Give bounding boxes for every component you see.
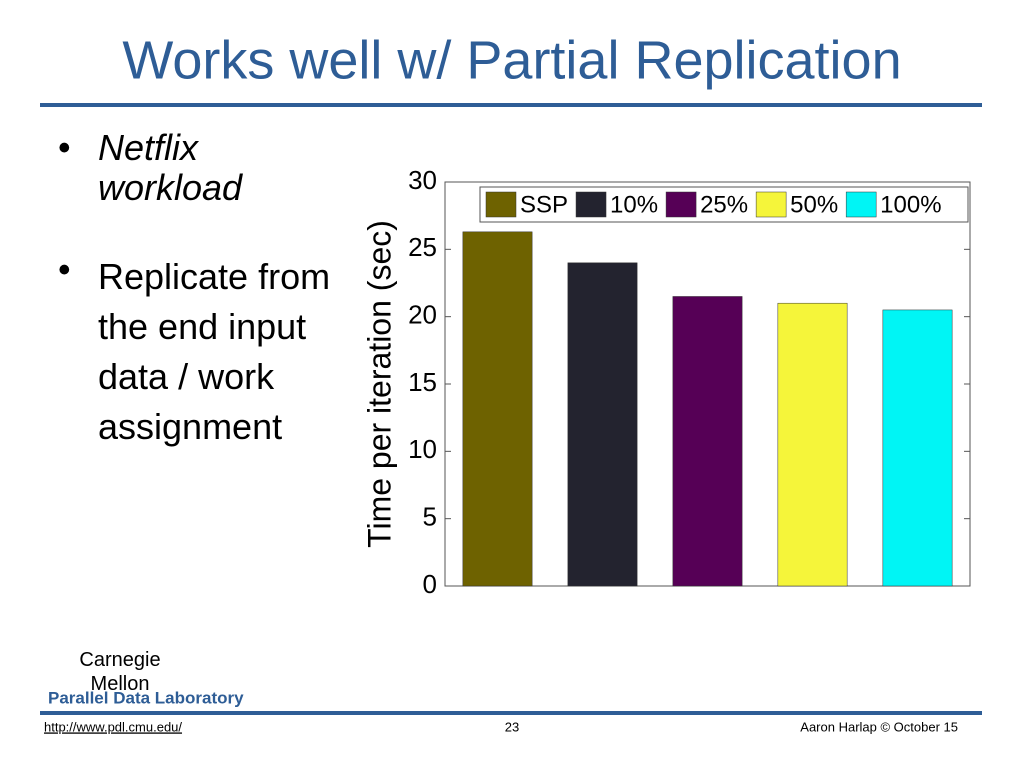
bar	[567, 262, 638, 587]
bar	[777, 302, 848, 587]
y-tick-label: 20	[408, 300, 437, 330]
slide-title: Works well w/ Partial Replication	[122, 30, 901, 90]
bullet-dot: •	[58, 127, 71, 168]
legend-swatch	[485, 191, 517, 218]
y-tick-label: 10	[408, 434, 437, 464]
legend-swatch	[575, 191, 607, 218]
legend-label: SSP	[520, 191, 568, 218]
legend-box	[479, 186, 969, 223]
y-tick-label: 25	[408, 232, 437, 262]
page-number: 23	[505, 719, 519, 734]
bullet: Netflix workload	[98, 128, 243, 208]
lab-name: Parallel Data Laboratory	[48, 688, 244, 707]
legend-label: 100%	[880, 191, 941, 218]
logo: Carnegie Mellon	[79, 649, 161, 695]
legend-label: 10%	[610, 191, 658, 218]
bar	[882, 309, 953, 587]
bullet: Replicate from the end input data / work…	[98, 256, 331, 447]
y-axis-label: Time per iteration (sec)	[361, 220, 397, 548]
y-tick-label: 0	[423, 569, 437, 599]
bar	[672, 296, 743, 587]
bar	[462, 231, 533, 587]
legend-label: 25%	[700, 191, 748, 218]
footer-url[interactable]: http://www.pdl.cmu.edu/	[44, 719, 182, 734]
bullet-box: Replicate from the end input data / work…	[98, 256, 331, 447]
y-tick-label: 15	[408, 367, 437, 397]
footer-author: Aaron Harlap © October 15	[800, 719, 958, 734]
bullet-box: Netflix workload	[98, 128, 243, 208]
logo-box: Carnegie Mellon	[79, 649, 161, 695]
legend-label: 50%	[790, 191, 838, 218]
legend-swatch	[755, 191, 787, 218]
bullet-dot: •	[58, 249, 71, 290]
y-tick-label: 30	[408, 165, 437, 195]
legend-swatch	[665, 191, 697, 218]
y-tick-label: 5	[423, 502, 437, 532]
legend-swatch	[845, 191, 877, 218]
